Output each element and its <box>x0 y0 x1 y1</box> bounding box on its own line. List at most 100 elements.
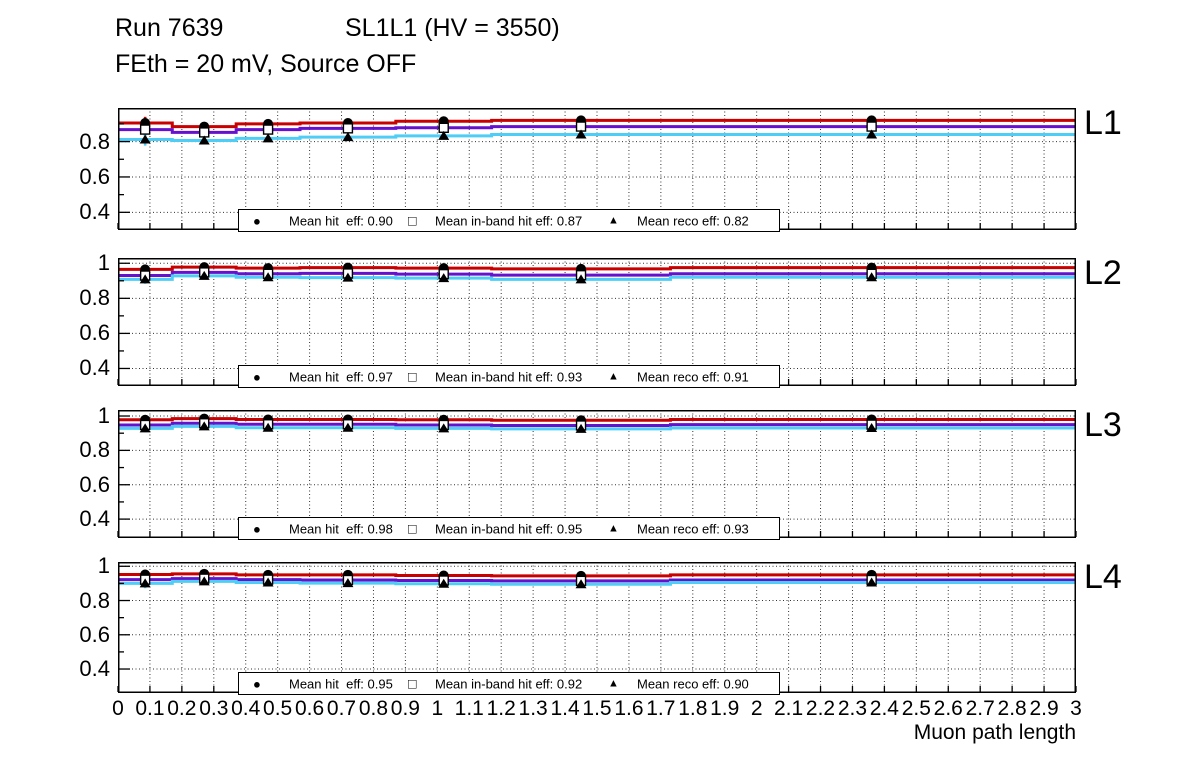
legend-hit-label: Mean hit eff: 0.95 <box>289 676 393 691</box>
y-axis-tick-label: 0.4 <box>79 199 110 225</box>
legend-inband-label: Mean in-band hit eff: 0.87 <box>435 213 583 228</box>
x-axis-tick-label: 1.5 <box>582 697 612 720</box>
panel-label-l1: L1 <box>1084 104 1122 142</box>
x-axis-tick-label: 0.2 <box>167 697 197 720</box>
efficiency-panel-l1: L1 ● Mean hit eff: 0.90 □ Mean in-band h… <box>117 106 1122 232</box>
x-axis-tick-label: 2.8 <box>997 697 1027 720</box>
x-axis-tick-label: 1.4 <box>550 697 580 720</box>
y-axis-tick-label: 1 <box>97 403 110 428</box>
legend-hit-label: Mean hit eff: 0.97 <box>289 369 393 384</box>
filled-triangle-marker <box>139 274 151 284</box>
filled-triangle-marker <box>575 423 587 433</box>
hit-eff-step-line <box>118 417 1076 422</box>
legend-hit-label: Mean hit eff: 0.98 <box>289 521 393 536</box>
filled-triangle-marker <box>438 578 450 588</box>
open-square-icon: □ <box>408 675 417 691</box>
filled-triangle-marker <box>866 577 878 587</box>
legend-inband-label: Mean in-band hit eff: 0.95 <box>435 521 583 536</box>
x-axis-tick-label: 2 <box>750 697 763 720</box>
y-axis-tick-label: 0.6 <box>79 621 110 647</box>
filled-triangle-icon: ▲ <box>608 677 619 689</box>
legend-reco-label: Mean reco eff: 0.82 <box>637 213 749 228</box>
legend-l2: ● Mean hit eff: 0.97 □ Mean in-band hit … <box>238 365 780 388</box>
filled-triangle-marker <box>342 578 354 588</box>
x-axis-tick-label: 1.6 <box>614 697 644 720</box>
panel-label-l2: L2 <box>1084 254 1122 292</box>
title-chamber: SL1L1 (HV = 3550) <box>345 14 560 42</box>
filled-triangle-marker <box>139 134 151 144</box>
x-axis-tick-label: 2.5 <box>901 697 931 720</box>
in-band-hit-eff-step-line <box>118 421 1076 427</box>
filled-triangle-marker <box>342 422 354 432</box>
hit-eff-step-line <box>118 265 1076 271</box>
x-axis-tick-label: 1 <box>431 697 444 720</box>
open-square-icon: □ <box>408 368 417 384</box>
open-square-marker <box>139 124 151 135</box>
efficiency-panel-l3: L3 ● Mean hit eff: 0.98 □ Mean in-band h… <box>117 408 1122 540</box>
reco-eff-step-line <box>118 133 1076 143</box>
x-axis-tick-label: 1.1 <box>454 697 484 720</box>
y-axis-tick-label: 0.6 <box>79 163 110 189</box>
x-axis-tick-label: 2.3 <box>837 697 868 720</box>
x-axis-tick-label: 2.6 <box>933 697 963 720</box>
title-conditions: FEth = 20 mV, Source OFF <box>115 50 417 78</box>
x-axis-tick-label: 0.3 <box>199 697 229 720</box>
y-axis-tick-label: 0.8 <box>79 437 110 463</box>
filled-triangle-marker <box>198 576 210 586</box>
x-axis-tick-label: 3 <box>1070 697 1082 720</box>
open-square-icon: □ <box>408 520 417 536</box>
y-axis-tick-label: 0.6 <box>79 320 110 346</box>
reco-eff-step-line <box>118 424 1076 431</box>
filled-triangle-marker <box>262 133 274 143</box>
efficiency-panel-l2: L2 ● Mean hit eff: 0.97 □ Mean in-band h… <box>117 256 1122 388</box>
legend-hit-label: Mean hit eff: 0.90 <box>289 213 393 228</box>
hit-eff-step-line <box>118 572 1076 578</box>
filled-circle-icon: ● <box>253 213 261 228</box>
y-axis-tick-label: 1 <box>97 250 110 276</box>
panel-label-l4: L4 <box>1084 558 1122 596</box>
open-square-marker <box>262 124 274 135</box>
filled-triangle-marker <box>438 423 450 433</box>
filled-triangle-marker <box>262 577 274 587</box>
open-square-icon: □ <box>408 212 417 228</box>
x-axis-tick-label: 2.7 <box>965 697 995 720</box>
plot-l2 <box>117 258 1077 386</box>
filled-triangle-icon: ▲ <box>608 370 619 382</box>
filled-triangle-marker <box>198 135 210 145</box>
x-axis-tick-label: 0.8 <box>358 697 389 720</box>
x-axis-tick-label: 1.8 <box>678 697 708 720</box>
filled-triangle-marker <box>438 130 450 140</box>
x-axis-tick-label: 1.2 <box>486 697 516 720</box>
x-axis-tick-label: 0.1 <box>135 697 165 720</box>
x-axis-tick-label: 0.7 <box>326 697 357 720</box>
filled-triangle-marker <box>438 273 450 283</box>
efficiency-panel-l4: L4 ● Mean hit eff: 0.95 □ Mean in-band h… <box>117 560 1122 695</box>
filled-triangle-marker <box>866 129 878 139</box>
y-axis-tick-label: 0.4 <box>79 656 110 682</box>
x-axis-title: Muon path length <box>913 721 1076 744</box>
x-axis-tick-label: 0.9 <box>390 697 420 720</box>
filled-triangle-marker <box>342 272 354 282</box>
y-axis-tick-label: 1 <box>97 553 110 579</box>
filled-triangle-marker <box>198 421 210 431</box>
open-square-marker <box>342 123 354 134</box>
title-run: Run 7639 <box>115 14 224 42</box>
legend-inband-label: Mean in-band hit eff: 0.93 <box>435 369 583 384</box>
in-band-hit-eff-step-line <box>118 577 1076 583</box>
y-axis-tick-label: 0.4 <box>79 355 110 381</box>
x-axis-tick-label: 0.5 <box>263 697 293 720</box>
legend-l4: ● Mean hit eff: 0.95 □ Mean in-band hit … <box>238 672 780 695</box>
filled-circle-icon: ● <box>253 676 261 691</box>
legend-l1: ● Mean hit eff: 0.90 □ Mean in-band hit … <box>238 209 780 232</box>
legend-reco-label: Mean reco eff: 0.90 <box>637 676 749 691</box>
x-axis-tick-label: 1.9 <box>710 697 740 720</box>
panel-label-l3: L3 <box>1084 406 1122 444</box>
x-axis-tick-label: 2.2 <box>805 697 836 720</box>
legend-reco-label: Mean reco eff: 0.93 <box>637 521 749 536</box>
x-axis-tick-label: 1.3 <box>518 697 548 720</box>
filled-triangle-marker <box>342 132 354 142</box>
in-band-hit-eff-step-line <box>118 125 1076 134</box>
filled-triangle-marker <box>575 129 587 139</box>
filled-circle-icon: ● <box>253 369 261 384</box>
